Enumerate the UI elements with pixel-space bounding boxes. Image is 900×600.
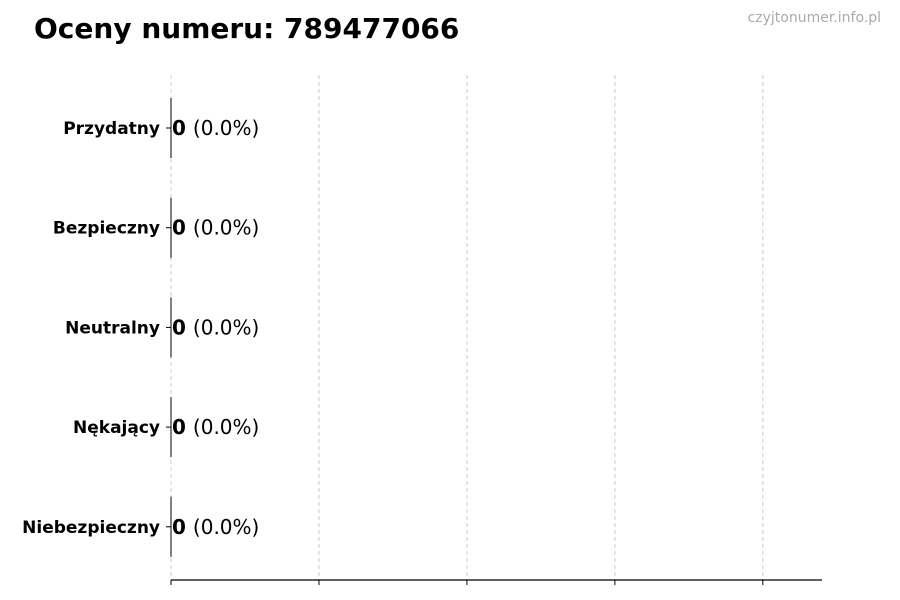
category-label: Niebezpieczny bbox=[22, 518, 160, 538]
value-label: 0 bbox=[172, 315, 186, 339]
percent-label: (0.0%) bbox=[193, 415, 259, 439]
value-label: 0 bbox=[172, 216, 186, 240]
chart-title: Oceny numeru: 789477066 bbox=[34, 12, 460, 45]
value-label: 0 bbox=[172, 415, 186, 439]
data-label: 0 (0.0%) bbox=[172, 315, 259, 339]
data-label: 0 (0.0%) bbox=[172, 116, 259, 140]
value-label: 0 bbox=[172, 515, 186, 539]
category-label: Przydatny bbox=[63, 119, 160, 139]
data-label: 0 (0.0%) bbox=[172, 415, 259, 439]
data-label: 0 (0.0%) bbox=[172, 216, 259, 240]
category-label: Bezpieczny bbox=[53, 219, 160, 239]
percent-label: (0.0%) bbox=[193, 216, 259, 240]
percent-label: (0.0%) bbox=[193, 315, 259, 339]
data-label: 0 (0.0%) bbox=[172, 515, 259, 539]
category-label: Neutralny bbox=[65, 318, 160, 338]
percent-label: (0.0%) bbox=[193, 515, 259, 539]
watermark: czyjtonumer.info.pl bbox=[747, 10, 881, 26]
category-label: Nękający bbox=[73, 418, 160, 438]
percent-label: (0.0%) bbox=[193, 116, 259, 140]
value-label: 0 bbox=[172, 116, 186, 140]
